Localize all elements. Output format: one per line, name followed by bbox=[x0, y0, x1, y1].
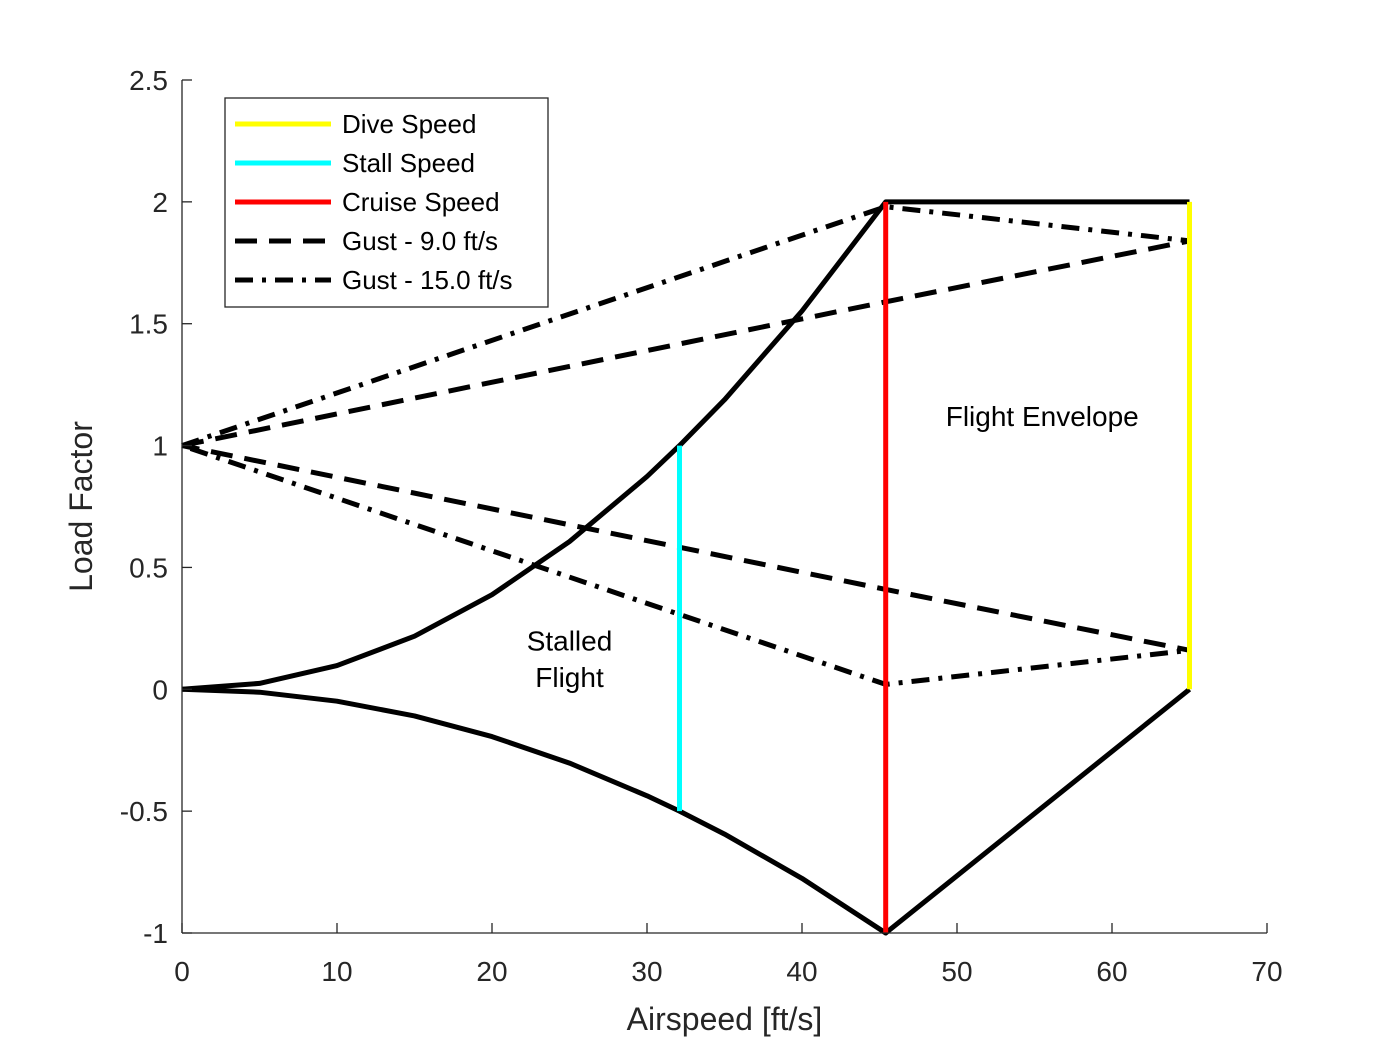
legend-label: Gust - 15.0 ft/s bbox=[342, 265, 513, 295]
y-tick-label: 1 bbox=[152, 431, 168, 462]
y-tick-label: -1 bbox=[143, 918, 168, 949]
x-tick-label: 40 bbox=[786, 956, 817, 987]
legend-label: Cruise Speed bbox=[342, 187, 500, 217]
y-axis-label: Load Factor bbox=[63, 421, 99, 592]
x-axis-label: Airspeed [ft/s] bbox=[627, 1001, 823, 1037]
x-tick-label: 30 bbox=[631, 956, 662, 987]
series-envelope-boundary-6 bbox=[181, 686, 1192, 936]
annotations: Flight Envelope Stalled Flight bbox=[527, 401, 1139, 693]
x-tick-label: 0 bbox=[174, 956, 190, 987]
legend-label: Stall Speed bbox=[342, 148, 475, 178]
y-tick-label: 0.5 bbox=[129, 552, 168, 583]
x-tick-label: 60 bbox=[1096, 956, 1127, 987]
legend-label: Gust - 9.0 ft/s bbox=[342, 226, 498, 256]
annotation: Stalled bbox=[527, 625, 613, 656]
legend: Dive Speed Stall Speed Cruise Speed Gust - … bbox=[224, 97, 549, 308]
x-tick-label: 10 bbox=[321, 956, 352, 987]
axes: 0 10 20 30 40 50 60 70 -1 -0.5 0 0.5 1 1.5 2 2.5 Airspee… bbox=[63, 65, 1283, 1037]
series-envelope-boundary-5 bbox=[181, 199, 1190, 692]
x-tick-label: 50 bbox=[941, 956, 972, 987]
y-tick-label: 2 bbox=[152, 187, 168, 218]
y-tick-label: -0.5 bbox=[120, 796, 168, 827]
plot-series bbox=[181, 199, 1192, 936]
x-tick-label: 70 bbox=[1251, 956, 1282, 987]
legend-label: Dive Speed bbox=[342, 109, 476, 139]
y-tick-label: 0 bbox=[152, 674, 168, 705]
x-tick-label: 20 bbox=[476, 956, 507, 987]
y-tick-label: 2.5 bbox=[129, 65, 168, 96]
y-tick-label: 1.5 bbox=[129, 309, 168, 340]
annotation: Flight bbox=[535, 662, 604, 693]
annotation: Flight Envelope bbox=[946, 401, 1139, 432]
